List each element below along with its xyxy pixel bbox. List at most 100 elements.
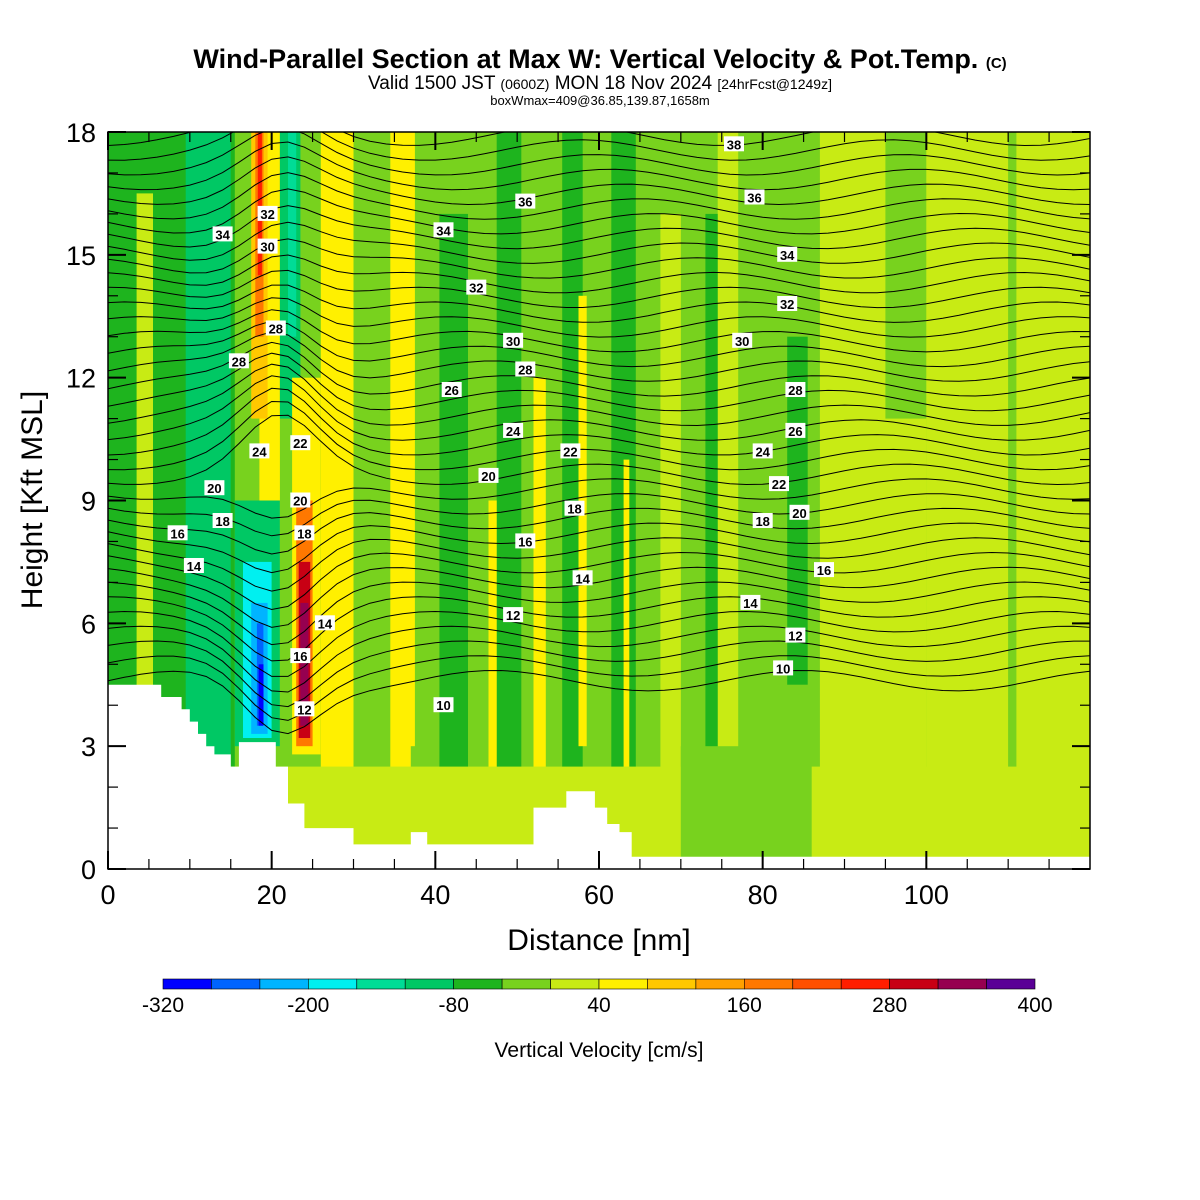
box-info: boxWmax=409@36.85,139.87,1658m (490, 93, 710, 108)
y-tick: 9 (81, 487, 1090, 517)
colorbar-swatch (792, 978, 842, 990)
colorbar-swatch (937, 978, 987, 990)
theta-label: 18 (564, 500, 585, 517)
svg-text:14: 14 (575, 571, 590, 586)
svg-text:32: 32 (780, 297, 794, 312)
colorbar-swatch (889, 978, 939, 990)
colorbar-label: -200 (287, 994, 329, 1017)
x-tick: 40 (420, 132, 450, 910)
theta-contour-line (108, 625, 1090, 693)
colorbar-swatch (840, 978, 890, 990)
velocity-band (562, 132, 583, 869)
theta-label: 12 (785, 627, 806, 644)
theta-contour-line (108, 363, 1090, 427)
theta-contour-line (108, 297, 1090, 338)
y-tick: 12 (66, 364, 1090, 394)
theta-contour-line (108, 309, 1090, 353)
velocity-band (257, 132, 262, 276)
theta-label: 12 (294, 701, 315, 717)
svg-text:20: 20 (481, 469, 495, 484)
svg-text:16: 16 (293, 649, 307, 664)
theta-label: 24 (752, 443, 773, 459)
theta-label: 34 (212, 226, 233, 242)
svg-text:12: 12 (788, 629, 802, 644)
x-tick: 100 (904, 132, 949, 910)
colorbar-label: 160 (727, 994, 762, 1017)
theta-label: 26 (785, 422, 806, 439)
svg-text:30: 30 (506, 334, 520, 349)
theta-contour-line (108, 341, 1090, 397)
velocity-band (623, 459, 630, 788)
svg-text:16: 16 (518, 534, 532, 549)
colorbar-swatch (453, 978, 503, 990)
theta-contour-line (108, 566, 1090, 628)
colorbar-swatch (743, 978, 793, 990)
colorbar-swatch (550, 978, 600, 990)
colorbar: -320 -200 -80 40 160 280 400 (142, 978, 1053, 1017)
theta-contour-line (108, 254, 1090, 294)
svg-text:18: 18 (215, 514, 229, 529)
colorbar-swatch (986, 978, 1036, 990)
svg-text:28: 28 (518, 363, 532, 378)
chart-subtitle: Valid 1500 JST (0600Z) MON 18 Nov 2024 [… (368, 73, 832, 94)
velocity-band (496, 132, 522, 869)
svg-text:18: 18 (66, 118, 96, 148)
theta-label: 28 (785, 382, 806, 398)
svg-text:0: 0 (81, 855, 96, 885)
colorbar-swatch (598, 978, 648, 990)
theta-label: 30 (732, 332, 753, 349)
valid-utc: (0600Z) (500, 76, 550, 92)
svg-text:14: 14 (743, 596, 758, 611)
theta-label: 10 (433, 697, 454, 713)
colorbar-swatch (356, 978, 406, 990)
svg-text:60: 60 (584, 880, 614, 910)
svg-text:20: 20 (207, 481, 221, 496)
theta-label: 30 (257, 238, 278, 255)
chart-title: Wind-Parallel Section at Max W: Vertical… (193, 44, 1007, 74)
theta-label: 14 (314, 615, 335, 631)
svg-text:18: 18 (567, 502, 581, 517)
theta-label: 18 (294, 525, 315, 541)
colorbar-label: 40 (587, 994, 610, 1017)
svg-text:18: 18 (755, 514, 769, 529)
svg-text:30: 30 (735, 334, 749, 349)
theta-label: 22 (290, 435, 311, 451)
theta-contour-line (108, 172, 1090, 220)
theta-contour-line (108, 551, 1090, 611)
theta-contour-line (108, 669, 1090, 735)
colorbar-label: -320 (142, 994, 184, 1017)
theta-contour-line (108, 478, 1090, 519)
svg-text:34: 34 (215, 227, 230, 242)
theta-contour-line (108, 156, 1090, 206)
svg-text:28: 28 (788, 383, 802, 398)
terrain-mask (108, 684, 1090, 869)
theta-label: 14 (183, 558, 204, 574)
svg-text:36: 36 (518, 195, 532, 210)
theta-contour-line (108, 493, 1090, 537)
y-tick: 0 (81, 855, 1090, 885)
colorbar-swatch (259, 978, 309, 990)
velocity-band (341, 132, 354, 788)
svg-text:9: 9 (81, 487, 96, 517)
svg-text:40: 40 (420, 880, 450, 910)
colorbar-swatch (211, 978, 261, 990)
theta-label: 16 (515, 533, 536, 549)
theta-contour-line (108, 640, 1090, 708)
theta-label: 16 (290, 648, 311, 664)
svg-text:24: 24 (506, 424, 521, 439)
svg-text:20: 20 (257, 880, 287, 910)
x-tick: 60 (584, 132, 614, 910)
colorbar-label: -80 (439, 994, 469, 1017)
svg-text:36: 36 (747, 191, 761, 206)
theta-contour-line (108, 188, 1090, 235)
svg-text:26: 26 (788, 424, 802, 439)
svg-text:6: 6 (81, 609, 96, 639)
theta-contour-line (108, 596, 1090, 662)
velocity-band (258, 664, 264, 726)
theta-contour-line (108, 400, 1090, 471)
y-tick: 6 (81, 609, 1090, 639)
theta-label: 20 (290, 492, 311, 509)
theta-label: 30 (503, 332, 524, 349)
velocity-band (578, 295, 587, 747)
